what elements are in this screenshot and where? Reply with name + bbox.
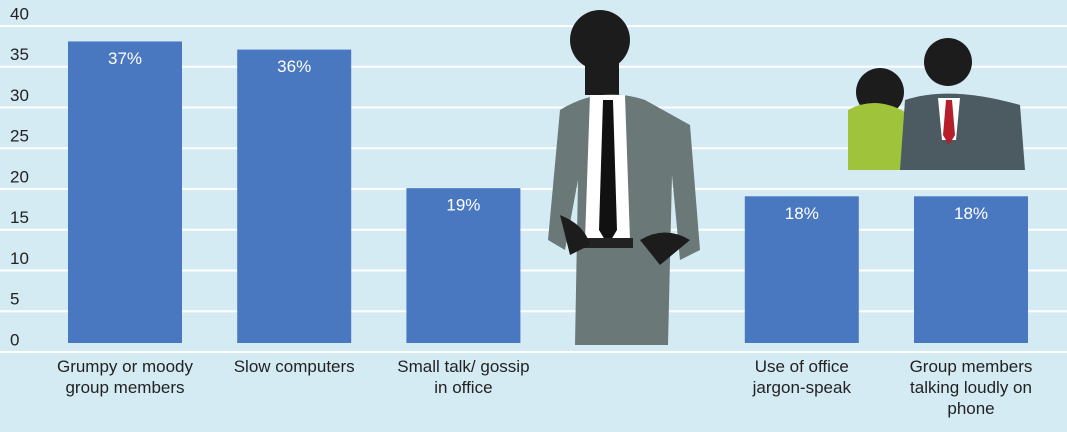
y-tick-label: 0 [10,330,19,349]
x-tick-label: Grumpy or moody group members [56,357,194,397]
y-tick-label: 5 [10,290,19,309]
value-label: 37% [108,49,142,68]
bar [914,196,1028,343]
x-tick-label: Group members talking loudly on phone [909,357,1033,418]
y-tick-label: 15 [10,208,29,227]
illustration [548,10,1025,345]
y-tick-label: 35 [10,45,29,64]
y-tick-label: 25 [10,127,29,146]
value-label: 18% [785,204,819,223]
bar [237,49,352,343]
y-tick-label: 10 [10,249,29,268]
value-label: 19% [446,196,480,215]
value-label: 18% [954,204,988,223]
bar [406,188,521,343]
value-label: 36% [277,57,311,76]
y-tick-label: 20 [10,167,29,186]
x-tick-label: Slow computers [233,357,355,376]
x-tick-label: Use of office jargon-speak [752,357,851,397]
y-tick-label: 40 [10,4,29,23]
bar [68,41,182,343]
x-tick-label: Small talk/ gossip in office [397,357,530,397]
y-tick-label: 30 [10,86,29,105]
bar [744,196,859,343]
